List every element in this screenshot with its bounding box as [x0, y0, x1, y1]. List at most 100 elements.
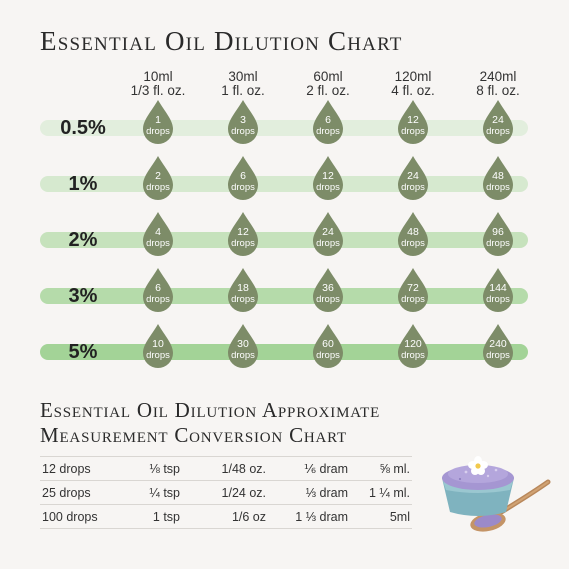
conversion-cell: 1 ¼ ml. — [350, 480, 412, 505]
drop-unit-label: drops — [316, 182, 340, 193]
drop-count: 36 drops — [310, 267, 346, 313]
drop-unit-label: drops — [401, 350, 425, 361]
water-drop-icon — [228, 268, 258, 312]
conversion-cell: 1/48 oz. — [182, 456, 268, 481]
water-drop-icon — [483, 100, 513, 144]
drop-count-value: 36 — [322, 282, 334, 294]
drop-count-value: 144 — [489, 282, 507, 294]
conversion-cell: ⅓ dram — [268, 480, 350, 505]
water-drop-icon — [143, 212, 173, 256]
page-title: Essential Oil Dilution Chart — [40, 26, 403, 56]
drop-unit-label: drops — [146, 350, 170, 361]
water-drop-icon — [483, 324, 513, 368]
column-volume-oz: 4 fl. oz. — [391, 83, 435, 98]
drop-count: 72 drops — [395, 267, 431, 313]
drop-unit-label: drops — [486, 238, 510, 249]
water-drop-icon — [143, 156, 173, 200]
drop-count: 240 drops — [480, 323, 516, 369]
drop-unit-label: drops — [231, 182, 255, 193]
lavender-bath-salt-bowl-with-spoon-icon — [436, 452, 556, 542]
water-drop-icon — [313, 268, 343, 312]
drop-unit-label: drops — [231, 350, 255, 361]
column-volume-ml: 30ml — [228, 69, 258, 84]
drop-count: 60 drops — [310, 323, 346, 369]
drop-count-value: 2 — [155, 170, 161, 182]
drop-count-value: 72 — [407, 282, 419, 294]
drop-count: 24 drops — [395, 155, 431, 201]
drop-count: 3 drops — [225, 99, 261, 145]
drop-count-value: 96 — [492, 226, 504, 238]
dilution-percent-label: 3% — [68, 285, 98, 307]
drop-unit-label: drops — [146, 294, 170, 305]
water-drop-icon — [313, 212, 343, 256]
water-drop-icon — [143, 268, 173, 312]
water-drop-icon — [483, 212, 513, 256]
drop-unit-label: drops — [401, 126, 425, 137]
column-header: 30ml 1 fl. oz. — [203, 70, 283, 98]
column-volume-oz: 1 fl. oz. — [221, 83, 265, 98]
conversion-cell: 5ml — [350, 504, 412, 529]
conversion-cell: 25 drops — [40, 480, 132, 505]
drop-count-value: 24 — [407, 170, 419, 182]
drop-unit-label: drops — [486, 294, 510, 305]
drop-unit-label: drops — [231, 238, 255, 249]
conversion-cell: 1/24 oz. — [182, 480, 268, 505]
drop-count-value: 6 — [240, 170, 246, 182]
conversion-cell: 100 drops — [40, 504, 132, 529]
drop-unit-label: drops — [486, 182, 510, 193]
drop-count: 30 drops — [225, 323, 261, 369]
drop-count-value: 6 — [155, 282, 161, 294]
water-drop-icon — [313, 156, 343, 200]
drop-count: 1 drops — [140, 99, 176, 145]
table-row: 100 drops 1 tsp 1/6 oz 1 ⅓ dram 5ml — [40, 504, 412, 529]
water-drop-icon — [228, 212, 258, 256]
dilution-percent-label: 0.5% — [60, 117, 106, 139]
conversion-cell: ⅙ dram — [268, 456, 350, 481]
drop-count-value: 6 — [325, 114, 331, 126]
drop-count-value: 24 — [492, 114, 504, 126]
drop-count-value: 10 — [152, 338, 164, 350]
drop-unit-label: drops — [146, 126, 170, 137]
water-drop-icon — [398, 212, 428, 256]
column-volume-oz: 8 fl. oz. — [476, 83, 520, 98]
water-drop-icon — [143, 100, 173, 144]
drop-count: 2 drops — [140, 155, 176, 201]
drop-count: 144 drops — [480, 267, 516, 313]
column-volume-ml: 10ml — [143, 69, 173, 84]
drop-count: 12 drops — [225, 211, 261, 257]
dilution-percent-label: 2% — [68, 229, 98, 251]
column-header: 240ml 8 fl. oz. — [458, 70, 538, 98]
drop-count: 10 drops — [140, 323, 176, 369]
drop-count-value: 24 — [322, 226, 334, 238]
drop-count: 12 drops — [310, 155, 346, 201]
drop-count-value: 12 — [322, 170, 334, 182]
drop-count: 4 drops — [140, 211, 176, 257]
drop-count-value: 12 — [407, 114, 419, 126]
drop-count-value: 4 — [155, 226, 161, 238]
column-volume-ml: 120ml — [394, 69, 432, 84]
drop-count-value: 30 — [237, 338, 249, 350]
conversion-cell: 1/6 oz — [182, 504, 268, 529]
drop-count: 24 drops — [480, 99, 516, 145]
water-drop-icon — [398, 100, 428, 144]
column-header: 120ml 4 fl. oz. — [373, 70, 453, 98]
dilution-percent-label: 1% — [68, 173, 98, 195]
drop-count-value: 1 — [155, 114, 161, 126]
drop-count: 48 drops — [480, 155, 516, 201]
dilution-percent-label: 5% — [68, 341, 98, 363]
drop-count: 6 drops — [225, 155, 261, 201]
drop-count-value: 12 — [237, 226, 249, 238]
drop-count: 120 drops — [395, 323, 431, 369]
water-drop-icon — [228, 100, 258, 144]
drop-count-value: 48 — [492, 170, 504, 182]
drop-count-value: 3 — [240, 114, 246, 126]
drop-unit-label: drops — [486, 350, 510, 361]
drop-count-value: 120 — [404, 338, 422, 350]
conversion-cell: ¼ tsp — [132, 480, 182, 505]
table-row: 25 drops ¼ tsp 1/24 oz. ⅓ dram 1 ¼ ml. — [40, 480, 412, 505]
table-row: 12 drops ⅛ tsp 1/48 oz. ⅙ dram ⅝ ml. — [40, 456, 412, 481]
column-header: 60ml 2 fl. oz. — [288, 70, 368, 98]
column-volume-ml: 60ml — [313, 69, 343, 84]
drop-unit-label: drops — [401, 238, 425, 249]
column-volume-oz: 2 fl. oz. — [306, 83, 350, 98]
